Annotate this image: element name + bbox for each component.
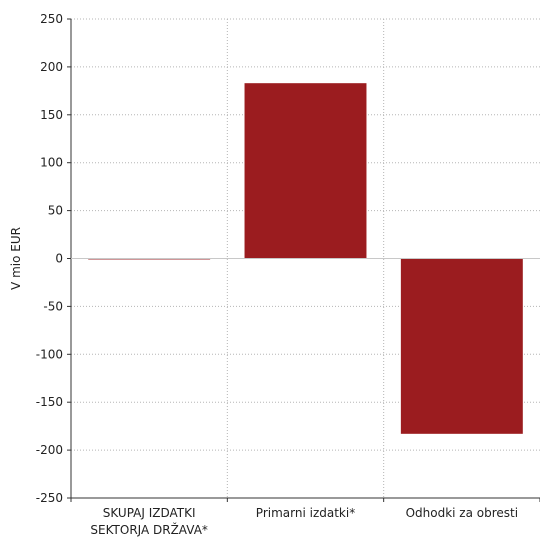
y-tick-label: 50 (48, 204, 63, 218)
y-tick-label: 0 (55, 252, 63, 266)
x-category-label: SEKTORJA DRŽAVA* (90, 522, 208, 537)
x-category-label: SKUPAJ IZDATKI (103, 506, 196, 520)
y-axis-title: V mio EUR (9, 227, 23, 290)
axes (67, 18, 540, 502)
bar (244, 83, 367, 259)
y-tick-label: 100 (40, 156, 63, 170)
y-tick-label: 200 (40, 60, 63, 74)
y-tick-labels: 250 200 150 100 50 0 -50 -100 -150 -200 -250 (36, 12, 63, 505)
y-tick-label: -150 (36, 395, 63, 409)
y-tick-label: -50 (43, 299, 63, 313)
bars (88, 83, 523, 434)
y-tick-label: 150 (40, 108, 63, 122)
bar (400, 258, 523, 434)
x-category-label: Odhodki za obresti (406, 506, 519, 520)
x-category-labels: SKUPAJ IZDATKI SEKTORJA DRŽAVA* Primarni i… (90, 506, 518, 537)
y-tick-label: 250 (40, 12, 63, 26)
y-tick-label: -200 (36, 443, 63, 457)
y-tick-label: -100 (36, 347, 63, 361)
y-tick-label: -250 (36, 491, 63, 505)
x-category-label: Primarni izdatki* (256, 506, 355, 520)
